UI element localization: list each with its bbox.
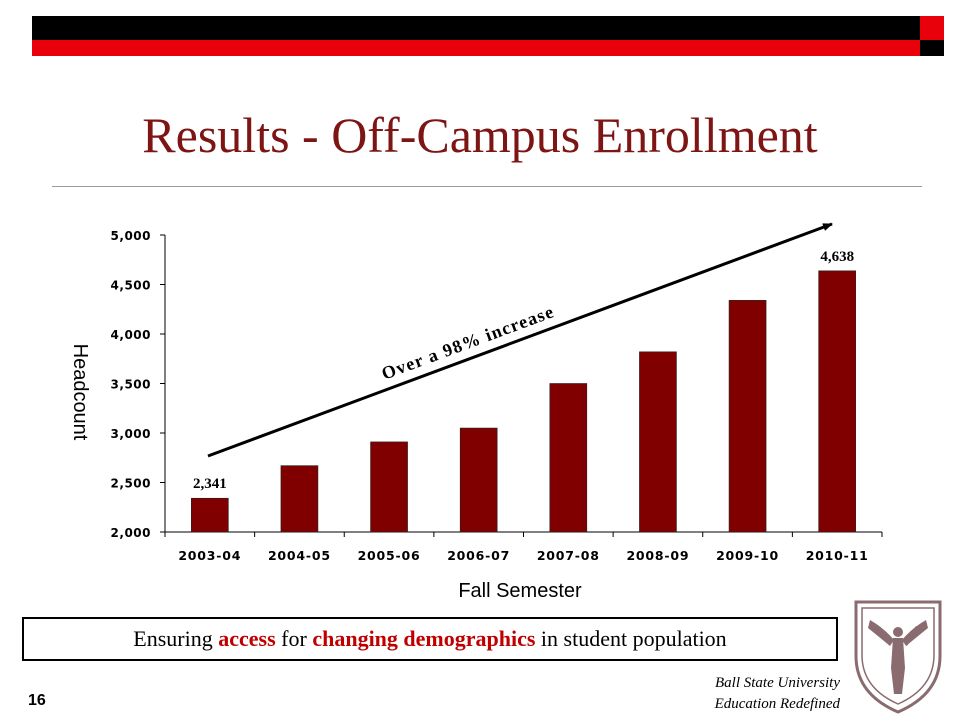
tagline-highlight-access: access [218, 626, 276, 651]
branding-university: Ball State University [715, 675, 840, 691]
trend-arrow [207, 222, 833, 458]
branding: Ball State University Education Redefine… [715, 673, 840, 715]
tagline-text: Ensuring access for changing demographic… [133, 626, 727, 651]
y-tick-label: 2,500 [111, 477, 151, 491]
bar [818, 270, 856, 533]
increase-annotation: Over a 98% increase [379, 301, 557, 383]
y-tick-label: 2,000 [111, 526, 151, 540]
y-tick-label: 4,000 [111, 328, 151, 342]
y-tick-label: 3,500 [111, 378, 151, 392]
bar [191, 497, 229, 533]
x-tick-label: 2005-06 [358, 548, 421, 563]
y-tick-label: 5,000 [111, 229, 151, 243]
university-logo [854, 600, 942, 714]
bar [459, 427, 498, 533]
y-axis-title: Headcount [69, 344, 91, 441]
header-stripe-black [32, 16, 920, 40]
bar [370, 441, 408, 533]
slide-title: Results - Off-Campus Enrollment [142, 107, 818, 163]
header-square-red [920, 16, 944, 40]
header-stripe-red [32, 40, 920, 56]
page-number: 16 [28, 692, 46, 709]
x-tick-label: 2007-08 [537, 548, 600, 563]
x-tick-label: 2010-11 [806, 548, 869, 563]
x-tick-label: 2006-07 [447, 548, 510, 563]
bar [280, 465, 319, 533]
y-tick-label: 3,000 [111, 427, 151, 441]
title-divider [52, 186, 922, 187]
y-tick-label: 4,500 [111, 279, 151, 293]
bar [639, 351, 677, 533]
header-square-black [920, 40, 944, 56]
tagline-highlight-demographics: changing demographics [312, 626, 536, 651]
branding-slogan: Education Redefined [714, 696, 840, 712]
x-tick-label: 2008-09 [626, 548, 689, 563]
x-tick-label: 2009-10 [716, 548, 779, 563]
tagline-box: Ensuring access for changing demographic… [22, 617, 838, 661]
bar [728, 300, 767, 533]
enrollment-bar-chart: 2,000 2,500 3,000 3,500 4,000 4,500 5,000 2003… [69, 222, 883, 602]
x-tick-label: 2004-05 [268, 548, 331, 563]
x-tick-label: 2003-04 [178, 548, 241, 563]
x-axis-title: Fall Semester [458, 580, 582, 602]
data-label: 2,341 [193, 476, 227, 492]
data-label: 4,638 [820, 249, 854, 265]
bar [549, 383, 588, 533]
